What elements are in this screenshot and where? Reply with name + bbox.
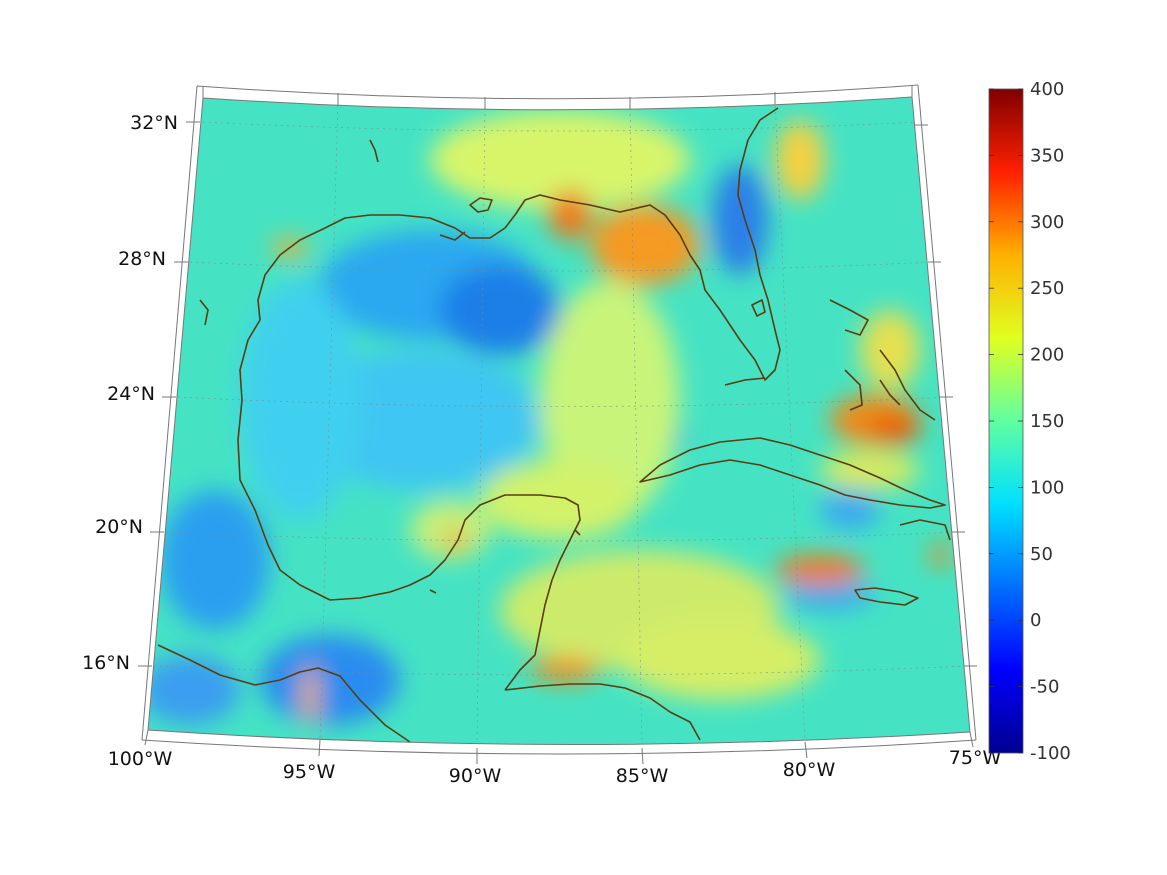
lat-label: 16°N xyxy=(82,652,130,674)
colorbar-label: 50 xyxy=(1030,544,1053,565)
lon-labels: 100°W 95°W 90°W 85°W 80°W 75°W xyxy=(108,747,1002,787)
colorbar-label: 150 xyxy=(1030,411,1064,432)
colorbar-label: 0 xyxy=(1030,610,1041,631)
lon-label: 75°W xyxy=(949,747,1002,769)
colorbar-ticks xyxy=(989,88,1023,754)
colorbar-label: -50 xyxy=(1030,677,1059,698)
lat-label: 24°N xyxy=(107,383,155,405)
lat-labels: 32°N 28°N 24°N 20°N 16°N xyxy=(82,112,178,674)
graticule xyxy=(153,99,969,745)
colorbar-labels: 400 350 300 250 200 150 100 50 0 -50 -100 xyxy=(1030,79,1071,764)
lon-label: 85°W xyxy=(616,765,669,787)
colorbar-label: 350 xyxy=(1030,145,1064,166)
map-field xyxy=(148,97,970,745)
coastlines xyxy=(157,107,951,743)
colorbar-label: 100 xyxy=(1030,477,1064,498)
colorbar-label: 250 xyxy=(1030,278,1064,299)
lon-label: 80°W xyxy=(783,759,836,781)
lon-label: 100°W xyxy=(108,748,173,770)
map-frame xyxy=(138,84,977,765)
colorbar-gradient xyxy=(988,88,1024,754)
lon-label: 90°W xyxy=(449,765,502,787)
lat-label: 32°N xyxy=(130,112,178,134)
lat-label: 20°N xyxy=(95,516,143,538)
colorbar-label: -100 xyxy=(1030,743,1071,764)
lat-label: 28°N xyxy=(118,248,166,270)
colorbar: 400 350 300 250 200 150 100 50 0 -50 -100 xyxy=(988,79,1071,764)
colorbar-label: 400 xyxy=(1030,79,1064,100)
lon-label: 95°W xyxy=(283,761,336,783)
colorbar-label: 200 xyxy=(1030,345,1064,366)
colorbar-label: 300 xyxy=(1030,212,1064,233)
